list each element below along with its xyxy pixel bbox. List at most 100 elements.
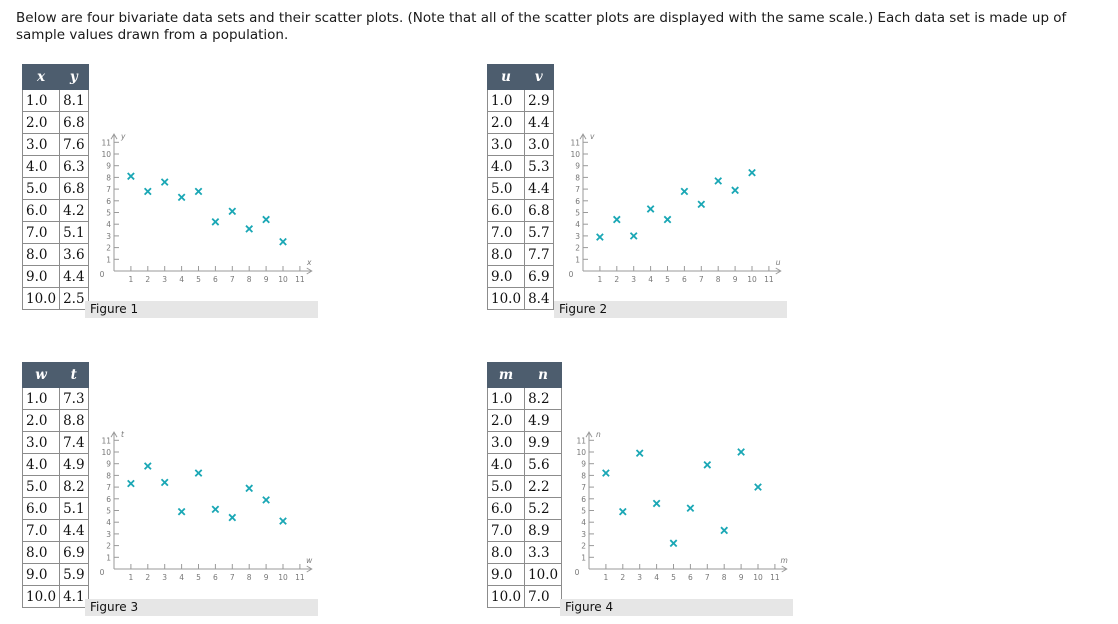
x-tick-label: 6 <box>213 275 218 284</box>
data-point <box>194 469 203 477</box>
x-tick-label: 10 <box>753 573 763 582</box>
table-row: 3.0 7.4 <box>21 431 89 454</box>
table-cell-y: 7.3 <box>59 387 89 410</box>
x-tick-label: 8 <box>247 573 252 582</box>
y-tick-label: 10 <box>576 448 586 457</box>
x-tick-label: 5 <box>196 275 201 284</box>
table-cell-y: 5.1 <box>59 221 89 244</box>
table-row: 2.0 8.8 <box>21 409 89 432</box>
data-point <box>669 539 678 548</box>
table-cell-x: 5.0 <box>486 177 526 200</box>
table-cell-x: 3.0 <box>21 431 61 454</box>
y-tick-label: 4 <box>581 518 586 527</box>
y-tick-label: 5 <box>581 507 586 516</box>
y-tick-label: 6 <box>581 495 586 504</box>
y-tick-label: 1 <box>106 553 111 562</box>
table-cell-y: 8.9 <box>524 519 563 542</box>
x-tick-label: 7 <box>230 275 235 284</box>
data-point <box>177 507 186 516</box>
y-tick-label: 1 <box>581 553 586 562</box>
data-point <box>245 225 254 233</box>
x-tick-label: 9 <box>733 275 738 284</box>
table-cell-y: 4.4 <box>524 177 554 200</box>
table-row: 8.0 3.6 <box>21 243 89 266</box>
y-tick-label: 3 <box>106 530 111 539</box>
table-row: 6.0 5.2 <box>486 497 563 520</box>
data-point <box>596 233 604 241</box>
x-tick-label: 6 <box>682 275 687 284</box>
column-header-u: u <box>486 64 526 90</box>
table-cell-y: 4.1 <box>59 585 89 608</box>
table-row: 5.0 4.4 <box>486 177 554 200</box>
y-tick-label: 1 <box>575 255 580 264</box>
x-axis-arrow <box>306 565 313 573</box>
table-row: 1.0 8.1 <box>21 89 89 112</box>
column-header-y: y <box>59 64 89 90</box>
data-point <box>714 177 723 185</box>
y-tick-label: 7 <box>106 483 111 492</box>
table-cell-x: 6.0 <box>21 199 61 222</box>
data-point <box>720 526 729 535</box>
data-point <box>245 484 254 493</box>
x-tick-label: 10 <box>278 573 288 582</box>
data-point <box>143 187 152 196</box>
table-row: 1.0 7.3 <box>21 387 89 410</box>
x-tick-label: 1 <box>598 275 603 284</box>
x-tick-label: 7 <box>699 275 704 284</box>
y-tick-label: 9 <box>575 162 580 171</box>
x-tick-label: 8 <box>716 275 721 284</box>
table-cell-y: 8.8 <box>59 409 89 432</box>
column-header-t: t <box>59 362 89 388</box>
x-axis-label: x <box>306 258 312 267</box>
table-cell-x: 10.0 <box>486 287 526 310</box>
x-tick-label: 11 <box>295 275 305 284</box>
table-cell-y: 4.9 <box>524 409 563 432</box>
x-tick-label: 6 <box>688 573 693 582</box>
table-row: 5.0 2.2 <box>486 475 563 498</box>
table-cell-x: 6.0 <box>21 497 61 520</box>
x-tick-label: 2 <box>620 573 625 582</box>
y-tick-label: 11 <box>576 436 586 445</box>
table-cell-y: 6.3 <box>59 155 89 178</box>
y-tick-label: 9 <box>106 162 111 171</box>
data-point <box>686 504 695 512</box>
table-row: 7.0 8.9 <box>486 519 563 542</box>
table-cell-y: 10.0 <box>524 563 563 586</box>
data-point <box>262 496 270 504</box>
table-cell-y: 8.4 <box>524 287 554 310</box>
data-point <box>635 449 644 458</box>
data-table: w t 1.0 7.3 2.0 8.8 3.0 7.4 4.0 4.9 5.0 8.2 6.0 5.1 7.… <box>21 362 89 608</box>
figure-caption: Figure 1 <box>85 301 318 318</box>
table-row: 2.0 4.4 <box>486 111 554 134</box>
y-tick-label: 11 <box>101 138 111 147</box>
table-row: 7.0 5.7 <box>486 221 554 244</box>
table-cell-y: 8.2 <box>524 387 563 410</box>
table-row: 1.0 8.2 <box>486 387 563 410</box>
data-point <box>663 215 672 224</box>
y-tick-label: 1 <box>106 255 111 264</box>
table-cell-y: 2.9 <box>524 89 554 112</box>
x-tick-label: 2 <box>614 275 619 284</box>
x-tick-label: 2 <box>145 573 150 582</box>
x-tick-label: 11 <box>295 573 305 582</box>
y-tick-label: 6 <box>106 197 111 206</box>
table-row: 3.0 7.6 <box>21 133 89 156</box>
table-cell-x: 2.0 <box>21 409 61 432</box>
x-tick-label: 9 <box>739 573 744 582</box>
table-cell-x: 3.0 <box>486 133 526 156</box>
y-axis-label: y <box>120 132 126 141</box>
table-cell-x: 8.0 <box>486 541 526 564</box>
y-tick-label: 8 <box>106 471 111 480</box>
table-cell-y: 6.8 <box>59 111 89 134</box>
table-cell-y: 6.8 <box>59 177 89 200</box>
y-tick-label: 5 <box>106 507 111 516</box>
x-tick-label: 9 <box>264 573 269 582</box>
table-row: 10.0 2.5 <box>21 287 89 310</box>
table-cell-y: 4.4 <box>59 265 89 288</box>
y-tick-label: 4 <box>575 220 580 229</box>
data-point <box>228 513 237 522</box>
table-cell-y: 7.0 <box>524 585 563 608</box>
table-row: 4.0 5.6 <box>486 453 563 476</box>
table-cell-y: 4.9 <box>59 453 89 476</box>
